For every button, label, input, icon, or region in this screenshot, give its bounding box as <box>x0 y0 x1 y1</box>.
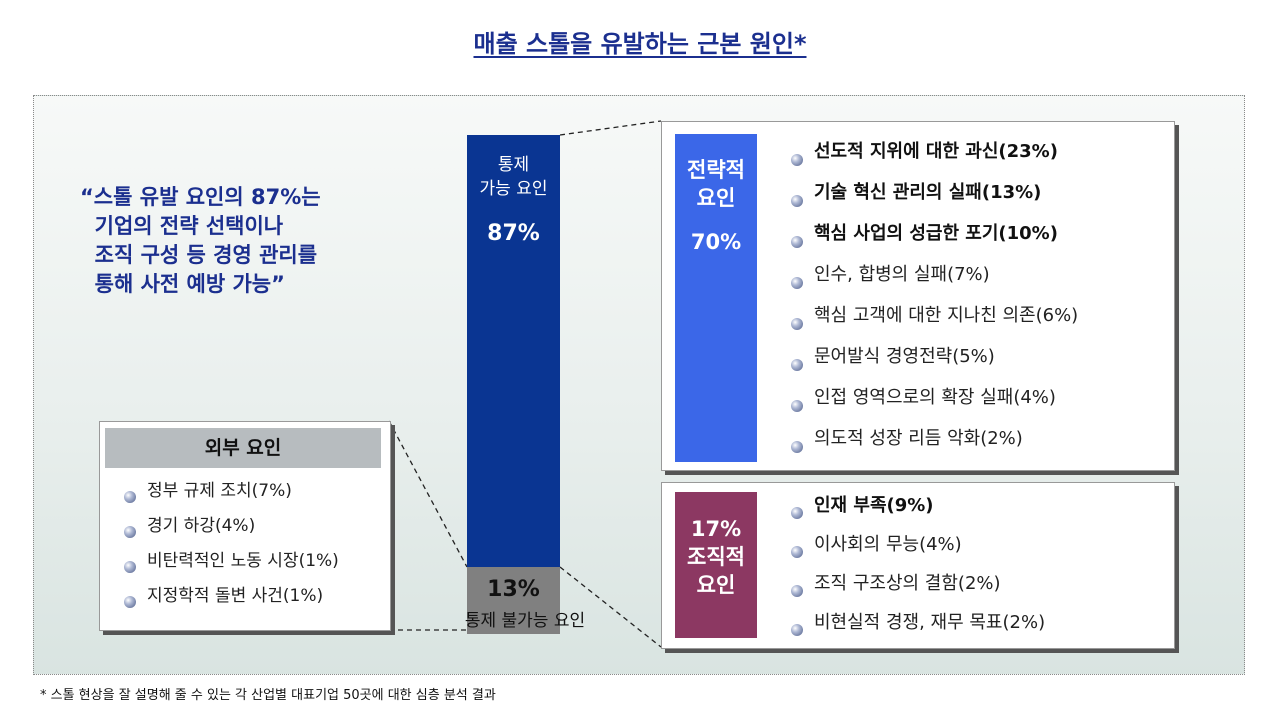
uncontrollable-bar: 13% <box>467 567 560 634</box>
uncontrollable-label: 통제 불가능 요인 <box>464 611 586 631</box>
bullet-icon <box>791 399 803 412</box>
organizational-tag: 17% 조직적 요인 <box>675 492 757 638</box>
list-item: 비현실적 경쟁, 재무 목표(2%) <box>787 610 1045 649</box>
strategic-tag-line2: 요인 <box>696 186 736 210</box>
list-item-text: 이사회의 무능(4%) <box>814 534 962 555</box>
bullet-icon <box>791 194 803 207</box>
strategic-factors-box: 전략적 요인 70% 선도적 지위에 대한 과신(23%) 기술 혁신 관리의 실… <box>661 121 1175 471</box>
quote-line: “스톨 유발 요인의 87%는 <box>80 185 321 209</box>
organizational-pct: 17% <box>690 517 742 541</box>
list-item-text: 핵심 고객에 대한 지나친 의존(6%) <box>814 305 1079 326</box>
bullet-icon <box>791 153 803 166</box>
organizational-factors-box: 17% 조직적 요인 인재 부족(9%) 이사회의 무능(4%) 조직 구조상의 결… <box>661 482 1175 649</box>
strategic-tag: 전략적 요인 70% <box>675 134 757 462</box>
external-factors-box: 외부 요인 정부 규제 조치(7%) 경기 하강(4%) 비탄력적인 노동 시장(1… <box>99 421 391 631</box>
list-item: 정부 규제 조치(7%) <box>120 479 339 514</box>
controllable-label-2: 가능 요인 <box>479 179 548 199</box>
quote-line: 기업의 전략 선택이나 <box>80 214 284 238</box>
list-item-text: 인수, 합병의 실패(7%) <box>814 264 990 285</box>
list-item-text: 비탄력적인 노동 시장(1%) <box>147 551 339 571</box>
list-item: 의도적 성장 리듬 악화(2%) <box>787 426 1078 467</box>
list-item: 기술 혁신 관리의 실패(13%) <box>787 180 1078 221</box>
list-item: 경기 하강(4%) <box>120 514 339 549</box>
bullet-icon <box>791 358 803 371</box>
list-item-text: 비현실적 경쟁, 재무 목표(2%) <box>814 612 1046 633</box>
bullet-icon <box>791 506 803 519</box>
bullet-icon <box>124 560 136 573</box>
footnote: * 스톨 현상을 잘 설명해 줄 수 있는 각 산업별 대표기업 50곳에 대한… <box>40 688 496 703</box>
list-item: 지정학적 돌변 사건(1%) <box>120 584 339 619</box>
list-item-text: 경기 하강(4%) <box>147 516 256 536</box>
list-item-text: 문어발식 경영전략(5%) <box>814 346 995 367</box>
page-title: 매출 스톨을 유발하는 근본 원인* <box>473 30 807 58</box>
list-item: 비탄력적인 노동 시장(1%) <box>120 549 339 584</box>
bullet-icon <box>124 595 136 608</box>
list-item: 인재 부족(9%) <box>787 493 1045 532</box>
bullet-icon <box>791 235 803 248</box>
list-item-text: 기술 혁신 관리의 실패(13%) <box>814 182 1042 203</box>
list-item: 인수, 합병의 실패(7%) <box>787 262 1078 303</box>
quote-line: 통해 사전 예방 가능” <box>80 272 285 296</box>
list-item: 핵심 고객에 대한 지나친 의존(6%) <box>787 303 1078 344</box>
organizational-list: 인재 부족(9%) 이사회의 무능(4%) 조직 구조상의 결함(2%) 비현실적 경… <box>787 493 1045 649</box>
list-item-text: 인접 영역으로의 확장 실패(4%) <box>814 387 1056 408</box>
bullet-icon <box>791 545 803 558</box>
organizational-tag-line1: 조직적 <box>687 545 745 569</box>
list-item-text: 조직 구조상의 결함(2%) <box>814 573 1001 594</box>
quote-line: 조직 구성 등 경영 관리를 <box>80 243 318 267</box>
key-quote: “스톨 유발 요인의 87%는 기업의 전략 선택이나 조직 구성 등 경영 관… <box>80 183 321 299</box>
bullet-icon <box>791 623 803 636</box>
controllable-label-1: 통제 <box>497 155 530 175</box>
list-item: 인접 영역으로의 확장 실패(4%) <box>787 385 1078 426</box>
external-header: 외부 요인 <box>105 428 381 468</box>
list-item-text: 핵심 사업의 성급한 포기(10%) <box>814 223 1058 244</box>
bullet-icon <box>791 440 803 453</box>
bullet-icon <box>124 490 136 503</box>
list-item-text: 선도적 지위에 대한 과신(23%) <box>814 141 1058 162</box>
bullet-icon <box>791 584 803 597</box>
strategic-tag-line1: 전략적 <box>687 158 745 182</box>
list-item-text: 인재 부족(9%) <box>814 495 934 516</box>
list-item-text: 지정학적 돌변 사건(1%) <box>147 586 324 606</box>
connector-ext-upper <box>388 420 468 568</box>
list-item: 조직 구조상의 결함(2%) <box>787 571 1045 610</box>
bullet-icon <box>791 276 803 289</box>
list-item: 이사회의 무능(4%) <box>787 532 1045 571</box>
external-list: 정부 규제 조치(7%) 경기 하강(4%) 비탄력적인 노동 시장(1%) 지정학적… <box>120 479 339 619</box>
controllable-pct: 87% <box>487 221 540 246</box>
connector-top-upper <box>559 120 662 136</box>
list-item: 핵심 사업의 성급한 포기(10%) <box>787 221 1078 262</box>
uncontrollable-pct: 13% <box>487 577 540 602</box>
bullet-icon <box>124 525 136 538</box>
organizational-tag-line2: 요인 <box>696 573 736 597</box>
controllable-bar: 통제 가능 요인 87% <box>467 135 560 567</box>
list-item: 문어발식 경영전략(5%) <box>787 344 1078 385</box>
strategic-list: 선도적 지위에 대한 과신(23%) 기술 혁신 관리의 실패(13%) 핵심 사업… <box>787 139 1078 467</box>
list-item: 선도적 지위에 대한 과신(23%) <box>787 139 1078 180</box>
list-item-text: 정부 규제 조치(7%) <box>147 481 292 501</box>
connector-top-lower <box>559 566 662 648</box>
bullet-icon <box>791 317 803 330</box>
strategic-pct: 70% <box>690 230 742 254</box>
list-item-text: 의도적 성장 리듬 악화(2%) <box>814 428 1023 449</box>
